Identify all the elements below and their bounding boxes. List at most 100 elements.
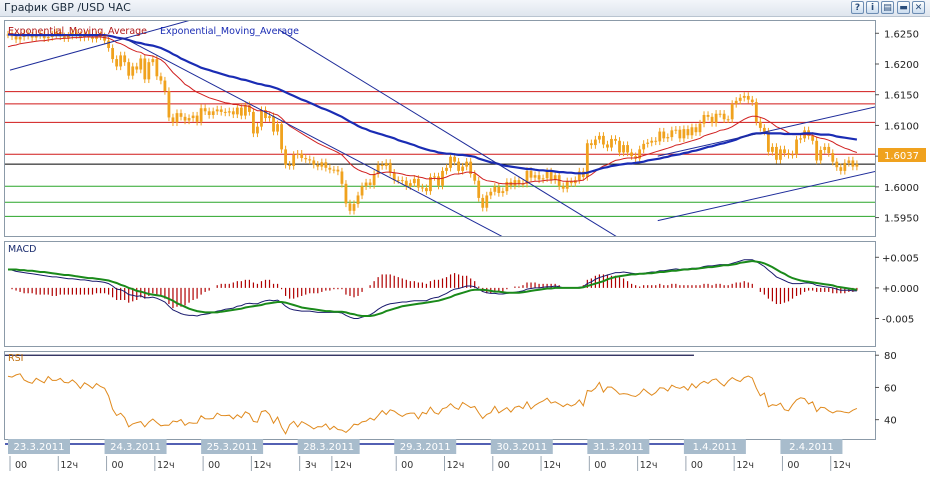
candle-84 xyxy=(344,183,348,204)
candle-81 xyxy=(332,169,336,171)
candle-132 xyxy=(537,175,541,180)
price-tick-label-1: 1.6200 xyxy=(884,60,919,71)
candle-96 xyxy=(392,172,396,181)
candle-155 xyxy=(630,152,633,157)
candle-185 xyxy=(750,99,754,103)
candle-46 xyxy=(191,115,195,119)
candle-115 xyxy=(469,161,473,174)
minimize-button[interactable]: ▬ xyxy=(897,1,910,14)
candle-39 xyxy=(163,80,167,92)
candle-176 xyxy=(714,113,718,123)
candle-92 xyxy=(376,164,380,174)
candle-74 xyxy=(304,157,308,160)
trend-line-2 xyxy=(279,29,617,236)
candle-111 xyxy=(453,156,456,162)
trend-line-1 xyxy=(126,38,503,236)
print-button[interactable]: ▤ xyxy=(881,1,894,14)
info-button[interactable]: i xyxy=(866,1,879,14)
trend-line-4 xyxy=(657,171,875,222)
candle-35 xyxy=(147,62,151,80)
candle-158 xyxy=(642,143,646,150)
candle-12 xyxy=(54,32,58,35)
candle-169 xyxy=(686,129,690,136)
title-bar: График GBP /USD ЧАС ? i ▤ ▬ ✕ xyxy=(0,0,930,17)
candle-139 xyxy=(565,181,569,189)
candle-153 xyxy=(622,145,625,153)
price-layer xyxy=(5,21,875,236)
candle-107 xyxy=(437,176,440,186)
candle-37 xyxy=(155,59,159,77)
candle-183 xyxy=(742,95,746,98)
candle-171 xyxy=(694,127,698,133)
candle-55 xyxy=(227,111,231,113)
hour-label-17: 12ч xyxy=(833,460,851,471)
candle-160 xyxy=(650,140,654,143)
macd-pane[interactable] xyxy=(4,241,876,347)
candle-73 xyxy=(300,153,304,158)
candle-123 xyxy=(501,191,505,193)
candle-9 xyxy=(42,35,46,39)
candle-52 xyxy=(215,109,219,112)
hour-label-4: 00 xyxy=(208,460,220,471)
candle-210 xyxy=(851,160,855,167)
candle-188 xyxy=(762,127,766,132)
hour-label-3: 12ч xyxy=(157,460,175,471)
candle-126 xyxy=(513,180,517,186)
price-tick-label-5: 1.6000 xyxy=(884,183,919,194)
hour-label-0: 00 xyxy=(15,460,27,471)
candle-174 xyxy=(706,114,710,117)
candle-184 xyxy=(746,95,750,100)
macd-tick-label-0: +0.005 xyxy=(882,253,919,264)
close-button[interactable]: ✕ xyxy=(912,1,925,14)
candle-136 xyxy=(553,175,557,181)
date-label-3: 28.3.2011 xyxy=(303,442,354,453)
candle-43 xyxy=(179,113,183,117)
candle-86 xyxy=(352,204,356,211)
candle-69 xyxy=(284,149,288,165)
candle-208 xyxy=(843,162,847,171)
macd-tick-label-2: -0.005 xyxy=(882,314,914,325)
rsi-pane[interactable] xyxy=(4,351,876,440)
candle-56 xyxy=(231,111,235,115)
hour-label-10: 00 xyxy=(498,460,510,471)
candle-144 xyxy=(585,143,589,178)
candle-121 xyxy=(493,186,497,192)
hour-label-8: 00 xyxy=(401,460,413,471)
date-label-7: 1.4.2011 xyxy=(693,442,738,453)
date-label-8: 2.4.2011 xyxy=(789,442,834,453)
candle-154 xyxy=(626,145,629,153)
candle-138 xyxy=(561,186,565,189)
candle-120 xyxy=(489,191,493,196)
candle-59 xyxy=(243,105,247,116)
candle-133 xyxy=(541,178,545,180)
candle-205 xyxy=(831,153,835,162)
help-button[interactable]: ? xyxy=(851,1,864,14)
candle-190 xyxy=(771,146,774,152)
candle-202 xyxy=(819,150,823,161)
candle-203 xyxy=(823,146,827,150)
hour-label-1: 12ч xyxy=(60,460,78,471)
candle-6 xyxy=(30,35,34,38)
candle-165 xyxy=(670,130,674,138)
candle-122 xyxy=(497,186,501,193)
candle-51 xyxy=(211,111,215,115)
candle-140 xyxy=(569,181,573,184)
candle-80 xyxy=(328,167,332,170)
candle-192 xyxy=(779,149,782,160)
candle-27 xyxy=(115,59,119,67)
candle-79 xyxy=(324,162,328,168)
candle-87 xyxy=(356,195,360,205)
candle-209 xyxy=(847,160,851,163)
candle-181 xyxy=(734,100,738,104)
candle-3 xyxy=(18,36,22,40)
candle-137 xyxy=(557,175,561,187)
date-box-4 xyxy=(394,439,457,454)
date-box-1 xyxy=(104,439,167,454)
candle-93 xyxy=(380,164,384,166)
candle-110 xyxy=(449,156,452,168)
candle-117 xyxy=(477,180,481,198)
candle-76 xyxy=(312,160,316,165)
candle-29 xyxy=(123,55,127,63)
candle-95 xyxy=(388,162,392,173)
candle-162 xyxy=(658,131,662,142)
